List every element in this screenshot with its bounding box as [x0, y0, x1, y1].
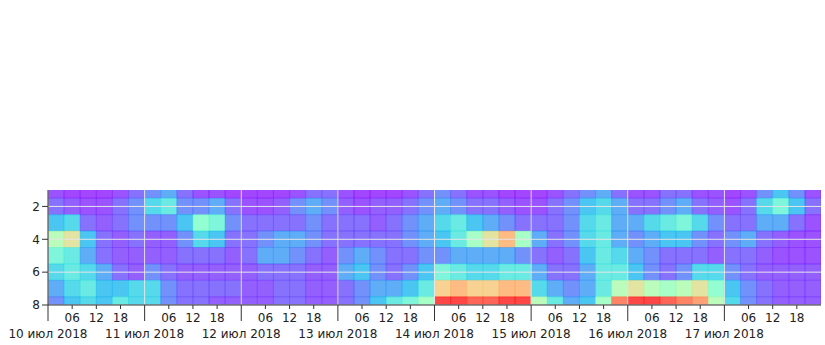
- svg-text:17 июл 2018: 17 июл 2018: [685, 327, 764, 341]
- svg-text:16 июл 2018: 16 июл 2018: [588, 327, 667, 341]
- svg-text:12: 12: [185, 311, 200, 325]
- svg-text:14 июл 2018: 14 июл 2018: [395, 327, 474, 341]
- svg-text:4: 4: [32, 233, 40, 247]
- svg-text:18: 18: [789, 311, 804, 325]
- svg-text:11 июл 2018: 11 июл 2018: [105, 327, 184, 341]
- svg-text:12: 12: [282, 311, 297, 325]
- svg-text:06: 06: [258, 311, 273, 325]
- svg-text:18: 18: [306, 311, 321, 325]
- svg-text:06: 06: [644, 311, 659, 325]
- svg-text:18: 18: [113, 311, 128, 325]
- svg-text:12: 12: [475, 311, 490, 325]
- svg-text:06: 06: [161, 311, 176, 325]
- svg-text:12: 12: [89, 311, 104, 325]
- svg-text:18: 18: [596, 311, 611, 325]
- svg-text:12: 12: [379, 311, 394, 325]
- svg-text:18: 18: [209, 311, 224, 325]
- svg-text:12: 12: [765, 311, 780, 325]
- svg-text:12: 12: [572, 311, 587, 325]
- svg-text:18: 18: [403, 311, 418, 325]
- svg-text:18: 18: [693, 311, 708, 325]
- svg-text:13 июл 2018: 13 июл 2018: [298, 327, 377, 341]
- svg-text:06: 06: [451, 311, 466, 325]
- svg-text:6: 6: [32, 265, 40, 279]
- svg-text:10 июл 2018: 10 июл 2018: [8, 327, 87, 341]
- svg-text:06: 06: [354, 311, 369, 325]
- svg-text:18: 18: [499, 311, 514, 325]
- svg-text:06: 06: [548, 311, 563, 325]
- svg-text:06: 06: [741, 311, 756, 325]
- svg-text:06: 06: [65, 311, 80, 325]
- svg-text:12: 12: [668, 311, 683, 325]
- svg-text:15 июл 2018: 15 июл 2018: [492, 327, 571, 341]
- svg-text:12 июл 2018: 12 июл 2018: [202, 327, 281, 341]
- svg-text:2: 2: [32, 200, 40, 214]
- svg-text:8: 8: [32, 298, 40, 312]
